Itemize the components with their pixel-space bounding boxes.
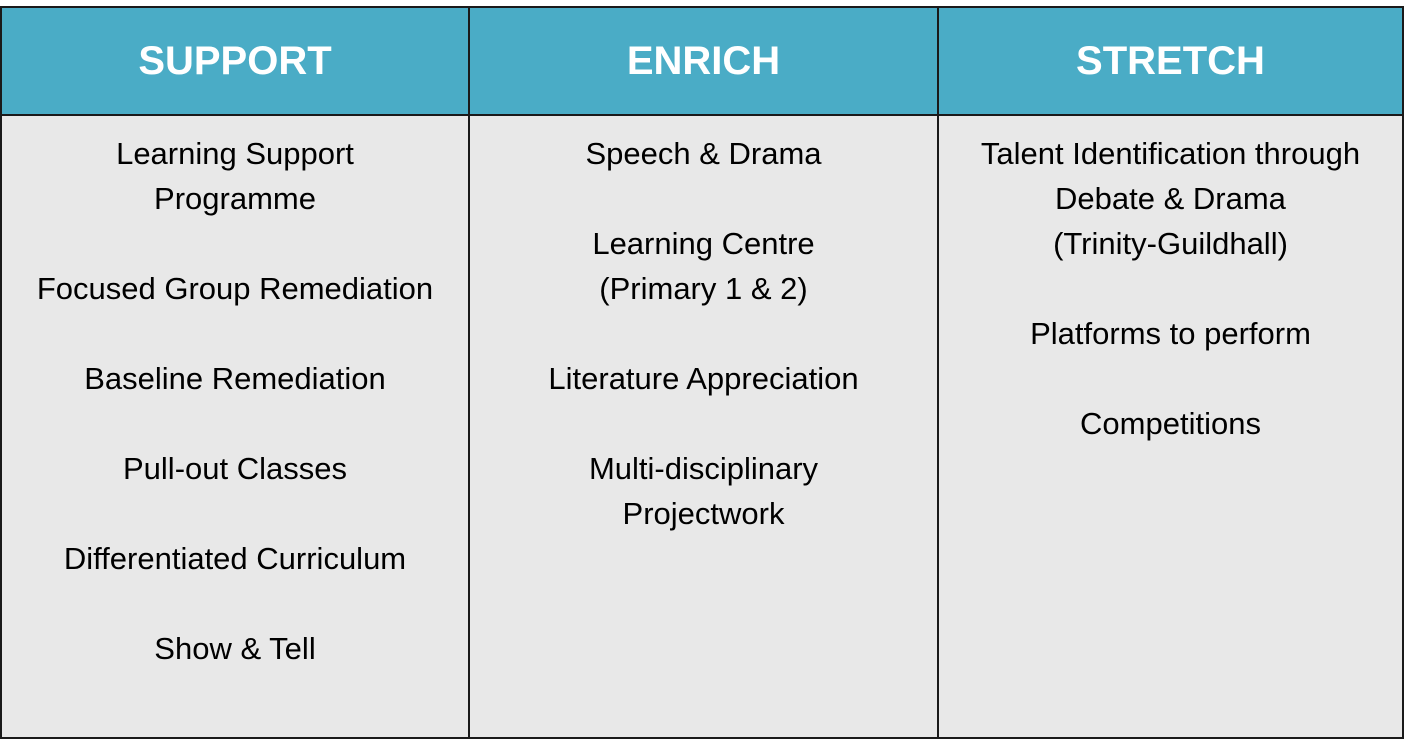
list-item: Competitions <box>939 401 1402 446</box>
item-line: Talent Identification through <box>980 136 1361 171</box>
item-line: Learning Support <box>116 136 354 171</box>
stretch-column: Talent Identification through Debate & D… <box>939 116 1402 737</box>
item-line: Baseline Remediation <box>84 361 386 396</box>
list-item: Literature Appreciation <box>470 356 937 401</box>
header-support: SUPPORT <box>2 8 470 116</box>
item-line: Differentiated Curriculum <box>63 541 407 576</box>
list-item: Learning Support Programme <box>2 131 468 221</box>
item-line: Learning Centre <box>592 226 815 261</box>
list-item: Learning Centre (Primary 1 & 2) <box>470 221 937 311</box>
item-line: Projectwork <box>622 496 785 531</box>
support-column: Learning Support Programme Focused Group… <box>2 116 470 737</box>
item-line: Literature Appreciation <box>548 361 859 396</box>
item-line: Focused Group Remediation <box>36 271 434 306</box>
item-line: Programme <box>154 181 316 216</box>
item-line: (Primary 1 & 2) <box>599 271 808 306</box>
list-item: Show & Tell <box>2 626 468 671</box>
list-item: Differentiated Curriculum <box>2 536 468 581</box>
item-line: Competitions <box>1080 406 1261 441</box>
item-line: (Trinity-Guildhall) <box>1053 226 1288 261</box>
item-line: Multi-disciplinary <box>588 451 819 486</box>
header-enrich: ENRICH <box>470 8 939 116</box>
item-line: Debate & Drama <box>1055 181 1286 216</box>
list-item: Platforms to perform <box>939 311 1402 356</box>
item-line: Pull-out Classes <box>123 451 347 486</box>
item-line: Platforms to perform <box>1030 316 1311 351</box>
list-item: Talent Identification through Debate & D… <box>939 131 1402 266</box>
enrich-column: Speech & Drama Learning Centre (Primary … <box>470 116 939 737</box>
list-item: Pull-out Classes <box>2 446 468 491</box>
item-line: Show & Tell <box>154 631 316 666</box>
header-stretch: STRETCH <box>939 8 1402 116</box>
list-item: Baseline Remediation <box>2 356 468 401</box>
programme-table: SUPPORT ENRICH STRETCH Learning Support … <box>0 6 1404 739</box>
list-item: Speech & Drama <box>470 131 937 176</box>
item-line: Speech & Drama <box>585 136 822 171</box>
list-item: Multi-disciplinary Projectwork <box>470 446 937 536</box>
list-item: Focused Group Remediation <box>2 266 468 311</box>
